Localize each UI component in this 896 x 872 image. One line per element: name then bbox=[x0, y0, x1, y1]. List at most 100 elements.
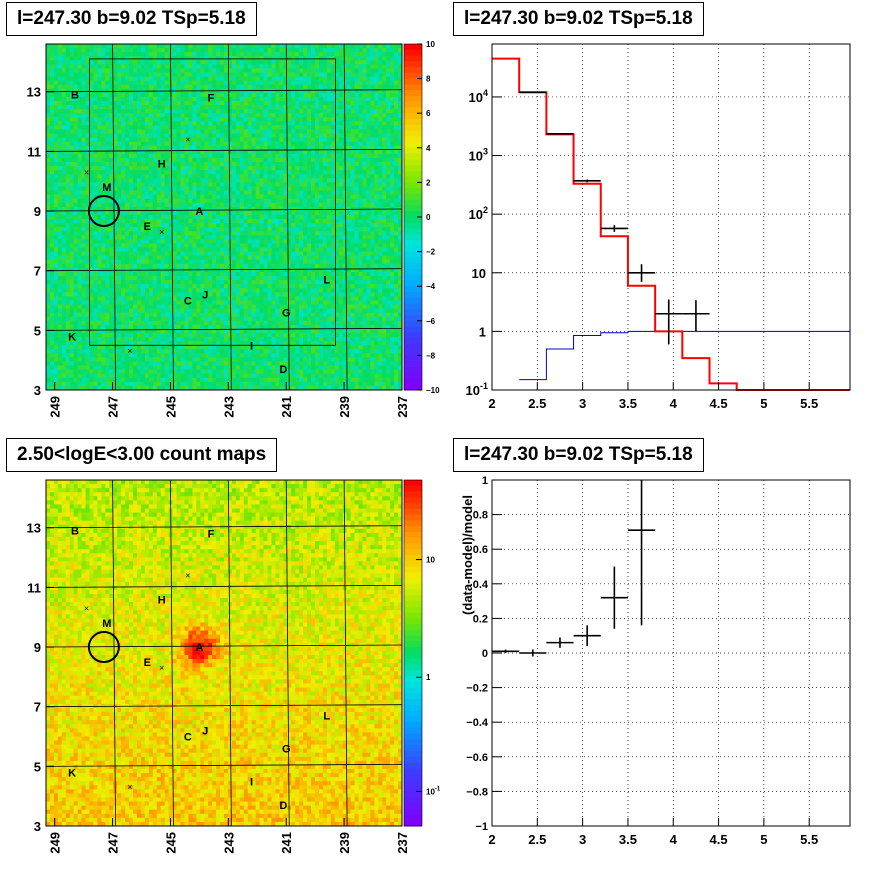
heatmap-cell bbox=[200, 247, 205, 252]
heatmap-cell bbox=[386, 137, 391, 143]
heatmap-cell bbox=[378, 137, 383, 143]
heatmap-cell bbox=[164, 186, 170, 191]
heatmap-cell bbox=[73, 88, 79, 94]
heatmap-cell bbox=[358, 263, 363, 269]
heatmap-cell bbox=[85, 194, 90, 200]
heatmap-cell bbox=[152, 76, 158, 82]
heatmap-cell bbox=[61, 92, 67, 98]
heatmap-cell bbox=[287, 206, 292, 212]
heatmap-cell bbox=[330, 96, 336, 102]
heatmap-cell bbox=[247, 92, 253, 98]
heatmap-cell bbox=[283, 153, 288, 159]
heatmap-cell bbox=[192, 80, 197, 86]
heatmap-cell bbox=[255, 206, 260, 212]
heatmap-cell bbox=[330, 210, 336, 216]
heatmap-cell bbox=[117, 227, 122, 232]
heatmap-cell bbox=[97, 100, 102, 106]
heatmap-cell bbox=[334, 157, 340, 163]
heatmap-cell bbox=[46, 117, 51, 122]
heatmap-cell bbox=[267, 113, 272, 118]
heatmap-cell bbox=[287, 121, 292, 126]
heatmap-cell bbox=[287, 84, 292, 90]
heatmap-cell bbox=[283, 141, 288, 147]
heatmap-cell bbox=[338, 182, 344, 187]
heatmap-cell bbox=[314, 166, 320, 171]
heatmap-cell bbox=[136, 121, 142, 126]
heatmap-cell bbox=[49, 219, 55, 224]
heatmap-cell bbox=[220, 149, 225, 155]
heatmap-cell bbox=[346, 247, 351, 252]
heatmap-cell bbox=[117, 166, 122, 171]
heatmap-cell bbox=[156, 174, 162, 179]
heatmap-cell bbox=[188, 60, 193, 65]
heatmap-cell bbox=[224, 198, 229, 204]
heatmap-cell bbox=[117, 68, 122, 73]
heatmap-cell bbox=[152, 247, 158, 252]
heatmap-cell bbox=[168, 235, 173, 240]
heatmap-cell bbox=[398, 109, 403, 114]
heatmap-cell bbox=[212, 263, 217, 269]
heatmap-cell bbox=[231, 247, 237, 252]
heatmap-cell bbox=[291, 227, 296, 232]
heatmap-cell bbox=[61, 72, 67, 77]
heatmap-cell bbox=[121, 255, 126, 261]
heatmap-cell bbox=[57, 170, 63, 175]
heatmap-cell bbox=[334, 170, 340, 175]
heatmap-cell bbox=[338, 153, 344, 159]
heatmap-cell bbox=[65, 117, 71, 122]
heatmap-cell bbox=[136, 48, 142, 53]
heatmap-cell bbox=[180, 170, 185, 175]
heatmap-cell bbox=[259, 219, 264, 224]
heatmap-cell bbox=[279, 198, 284, 204]
heatmap-cell bbox=[73, 56, 79, 61]
heatmap-cell bbox=[334, 255, 340, 261]
heatmap-cell bbox=[176, 206, 181, 212]
heatmap-cell bbox=[255, 113, 260, 118]
heatmap-cell bbox=[358, 178, 363, 183]
heatmap-cell bbox=[125, 194, 130, 200]
heatmap-cell bbox=[303, 145, 308, 151]
heatmap-cell bbox=[350, 125, 355, 130]
heatmap-cell bbox=[144, 129, 150, 134]
heatmap-cell bbox=[61, 231, 67, 236]
heatmap-cell bbox=[164, 263, 170, 269]
heatmap-cell bbox=[255, 227, 260, 232]
heatmap-cell bbox=[307, 227, 312, 232]
heatmap-cell bbox=[255, 239, 260, 244]
heatmap-cell bbox=[65, 80, 71, 86]
heatmap-cell bbox=[57, 255, 63, 261]
heatmap-cell bbox=[295, 72, 300, 77]
heatmap-cell bbox=[259, 137, 264, 143]
heatmap-cell bbox=[148, 145, 154, 151]
heatmap-cell bbox=[144, 255, 150, 261]
heatmap-cell bbox=[263, 162, 268, 167]
heatmap-cell bbox=[350, 178, 355, 183]
heatmap-cell bbox=[129, 141, 134, 147]
heatmap-cell bbox=[113, 121, 118, 126]
heatmap-cell bbox=[342, 64, 348, 69]
heatmap-cell bbox=[326, 48, 332, 53]
heatmap-cell bbox=[125, 202, 130, 208]
heatmap-cell bbox=[279, 194, 284, 200]
heatmap-cell bbox=[374, 227, 379, 232]
heatmap-cell bbox=[231, 52, 237, 57]
heatmap-cell bbox=[200, 214, 205, 220]
heatmap-cell bbox=[271, 206, 276, 212]
heatmap-cell bbox=[334, 153, 340, 159]
heatmap-cell bbox=[378, 141, 383, 147]
heatmap-cell bbox=[386, 80, 391, 86]
heatmap-cell bbox=[133, 255, 138, 261]
heatmap-cell bbox=[346, 166, 351, 171]
heatmap-cell bbox=[394, 243, 399, 248]
heatmap-cell bbox=[168, 174, 173, 179]
heatmap-cell bbox=[133, 64, 138, 69]
heatmap-cell bbox=[216, 44, 221, 49]
heatmap-cell bbox=[243, 149, 249, 155]
heatmap-cell bbox=[81, 162, 86, 167]
heatmap-cell bbox=[358, 166, 363, 171]
heatmap-cell bbox=[208, 239, 213, 244]
heatmap-cell bbox=[156, 219, 162, 224]
heatmap-cell bbox=[366, 186, 371, 191]
heatmap-cell bbox=[57, 162, 63, 167]
heatmap-cell bbox=[97, 141, 102, 147]
